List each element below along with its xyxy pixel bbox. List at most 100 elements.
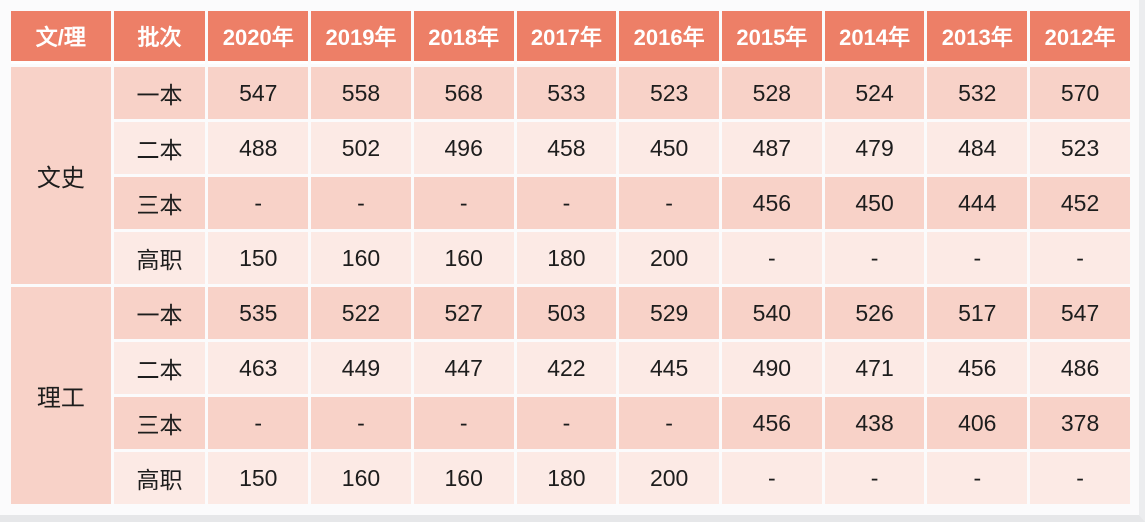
score-cell: 503 [516,287,617,339]
table-row: 高职 150 160 160 180 200- - - - [11,232,1130,284]
column-header: 2012年 [1030,11,1130,64]
score-cell: 471 [824,342,925,394]
score-cell: - [413,397,514,449]
score-cell: - [311,397,411,449]
score-cell: 160 [413,232,514,284]
score-cell: 526 [824,287,925,339]
score-cell: 533 [516,67,617,119]
score-cell: 540 [721,287,822,339]
score-cell: 487 [721,122,822,174]
score-cell: - [208,397,309,449]
score-cell: 449 [311,342,411,394]
score-cell: 558 [311,67,411,119]
score-cell: 456 [721,177,822,229]
score-cell: - [824,452,925,504]
score-cell: 422 [516,342,617,394]
score-cell: - [927,452,1028,504]
score-cell: 524 [824,67,925,119]
score-cell: - [721,452,822,504]
score-cell: 527 [413,287,514,339]
score-cell: 456 [721,397,822,449]
score-cell: 406 [927,397,1028,449]
score-cell: 447 [413,342,514,394]
score-cell: - [619,177,719,229]
batch-cell: 一本 [113,287,206,339]
table-row: 二本 488 502 496 458 450 487 479 484 523 [11,122,1130,174]
score-cell: 150 [208,232,309,284]
column-header: 2019年 [311,11,411,64]
score-table: 文/理 批次 2020年 2019年 2018年 2017年 2016年 2015年 2014年… [8,8,1133,507]
score-cell: 463 [208,342,309,394]
score-cell: - [927,232,1028,284]
table-row: 二本 463 449 447 422 445 490 471 456 486 [11,342,1130,394]
score-cell: 200 [619,452,719,504]
batch-cell: 三本 [113,397,206,449]
score-cell: - [619,397,719,449]
batch-cell: 高职 [113,232,206,284]
score-cell: - [1030,232,1130,284]
score-cell: 568 [413,67,514,119]
score-cell: 180 [516,452,617,504]
column-header: 2013年 [927,11,1028,64]
score-cell: 150 [208,452,309,504]
score-cell: 458 [516,122,617,174]
score-cell: 160 [311,452,411,504]
score-cell: 535 [208,287,309,339]
score-cell: 496 [413,122,514,174]
score-cell: 502 [311,122,411,174]
score-cell: - [824,232,925,284]
batch-cell: 高职 [113,452,206,504]
score-cell: - [721,232,822,284]
score-cell: 488 [208,122,309,174]
score-cell: 547 [1030,287,1130,339]
score-cell: - [413,177,514,229]
score-cell: 200 [619,232,719,284]
score-cell: 452 [1030,177,1130,229]
table-row: 三本 - - - - -456 438 406 378 [11,397,1130,449]
table-row: 高职 150 160 160 180 200- - - - [11,452,1130,504]
table-row: 理工 一本 535 522 527 503 529 540 526 517 547 [11,287,1130,504]
score-cell: 532 [927,67,1028,119]
score-cell: 490 [721,342,822,394]
batch-cell: 一本 [113,67,206,119]
column-header: 2017年 [516,11,617,64]
batch-cell: 二本 [113,342,206,394]
score-cell: - [516,397,617,449]
category-cell: 文史 [11,67,111,284]
column-header: 2020年 [208,11,309,64]
score-cell: 486 [1030,342,1130,394]
score-cell: 160 [311,232,411,284]
score-cell: 517 [927,287,1028,339]
score-cell: 445 [619,342,719,394]
score-cell: 450 [619,122,719,174]
column-header: 2018年 [413,11,514,64]
score-cell: 160 [413,452,514,504]
batch-cell: 二本 [113,122,206,174]
table-row: 三本 - - - - -456 450 444 452 [11,177,1130,229]
score-cell: - [208,177,309,229]
category-cell: 理工 [11,287,111,504]
score-cell: 456 [927,342,1028,394]
score-cell: - [1030,452,1130,504]
table-row: 文史 一本 547 558 568 533 523 528 524 532 570 [11,67,1130,284]
column-header: 批次 [113,11,206,64]
score-cell: 444 [927,177,1028,229]
score-cell: 547 [208,67,309,119]
score-cell: 450 [824,177,925,229]
score-cell: 523 [619,67,719,119]
score-cell: 523 [1030,122,1130,174]
score-cell: 528 [721,67,822,119]
score-cell: - [311,177,411,229]
batch-cell: 三本 [113,177,206,229]
column-header: 2016年 [619,11,719,64]
column-header: 文/理 [11,11,111,64]
score-cell: 529 [619,287,719,339]
column-header: 2014年 [824,11,925,64]
score-cell: 484 [927,122,1028,174]
score-cell: 438 [824,397,925,449]
score-cell: 522 [311,287,411,339]
score-cell: 570 [1030,67,1130,119]
header-row: 文/理 批次 2020年 2019年 2018年 2017年 2016年 2015年 2014年… [11,11,1130,64]
score-cell: - [516,177,617,229]
